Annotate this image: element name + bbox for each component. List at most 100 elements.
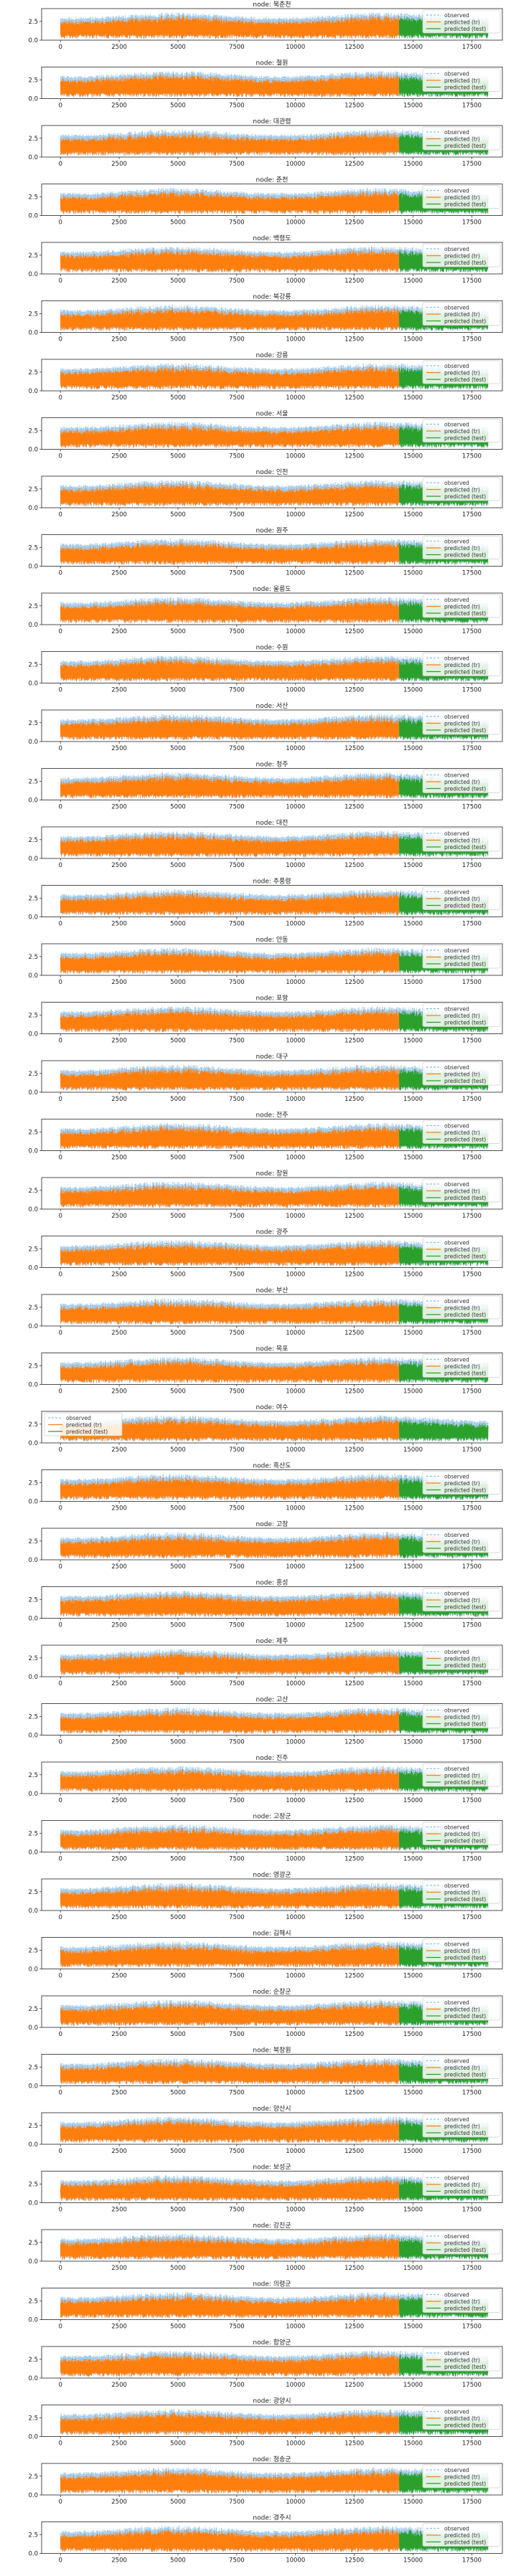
x-tick-label: 12500 [344,1973,364,1980]
plot-frame [41,417,503,450]
x-tick-label: 15000 [403,862,423,869]
y-tick-label: 2.5 [28,1538,38,1545]
subplot-title: node: 청주 [256,761,289,769]
x-tick-label: 12500 [344,1680,364,1687]
subplot: node: 백령도 0.0 2.5 0 2500 5000 7500 10000 12500 15… [28,234,503,285]
x-tick-label: 10000 [286,1914,305,1921]
subplot: node: 보성군 0.0 2.5 0 2500 5000 7500 10000 12500 15… [28,2164,503,2214]
plot-frame [41,1060,503,1093]
subplot-title: node: 보성군 [253,2164,291,2172]
legend-label: predicted (tr) [66,1421,102,1428]
x-tick-label: 15000 [403,336,423,344]
y-tick-label: 2.5 [28,2415,38,2422]
y-tick-label: 2.5 [28,1713,38,1720]
predicted-train-series-line [60,249,400,273]
plot-frame [41,1995,503,2028]
x-tick-label: 12500 [344,1739,364,1746]
legend-label: predicted (test) [444,1253,486,1259]
y-tick-label: 0.0 [28,1908,38,1915]
y-tick-label: 2.5 [28,1596,38,1604]
legend-label: observed [444,1473,469,1479]
x-tick-label: 15000 [403,2031,423,2038]
legend-label: observed [444,187,469,194]
legend-box [422,2055,501,2079]
x-tick-label: 10000 [286,1155,305,1162]
x-tick-label: 7500 [229,745,245,752]
x-tick-label: 2500 [111,44,127,51]
x-tick-label: 0 [58,628,62,635]
legend-label: predicted (tr) [444,1831,480,1837]
x-tick-label: 5000 [170,394,186,402]
x-tick-label: 10000 [286,921,305,928]
plot-frame [41,592,503,625]
x-tick-label: 10000 [286,453,305,460]
plot-frame [41,2463,503,2496]
y-tick-label: 0.0 [28,2317,38,2324]
legend-label: observed [444,2058,469,2064]
y-tick-label: 2.5 [28,77,38,84]
x-tick-label: 10000 [286,1680,305,1687]
y-tick-label: 0.0 [28,797,38,805]
x-tick-label: 15000 [403,1038,423,1045]
predicted-train-series-line [60,2002,400,2026]
legend-label: predicted (tr) [444,2006,480,2012]
x-tick-label: 17500 [462,2265,482,2272]
x-tick-label: 10000 [286,278,305,285]
x-tick-label: 7500 [229,1213,245,1220]
x-tick-label: 5000 [170,2265,186,2272]
predicted-test-series-line [398,1419,489,1441]
legend-label: predicted (test) [444,2071,486,2078]
x-tick-label: 5000 [170,1155,186,1162]
x-tick-label: 7500 [229,687,245,694]
legend-label: predicted (tr) [444,1304,480,1311]
x-tick-label: 10000 [286,2265,305,2272]
plot-frame [41,125,503,158]
plot-frame [41,242,503,275]
x-tick-label: 12500 [344,570,364,577]
x-tick-label: 17500 [462,1505,482,1512]
legend-box [422,1471,501,1495]
plot-frame [41,67,503,99]
x-tick-label: 7500 [229,2148,245,2155]
predicted-train-series-line [60,1184,400,1208]
plot-frame [41,1411,503,1444]
plot-frame [41,1294,503,1327]
y-tick-label: 2.5 [28,1129,38,1136]
y-tick-label: 2.5 [28,194,38,201]
y-tick-label: 0.0 [28,2434,38,2441]
legend-label: predicted (tr) [444,1597,480,1604]
legend-label: observed [444,597,469,603]
subplot: node: 안동 0.0 2.5 0 2500 5000 7500 10000 12500 150… [28,936,503,986]
legend-label: predicted (tr) [444,428,480,435]
x-tick-label: 2500 [111,1622,127,1629]
x-tick-label: 2500 [111,511,127,518]
x-tick-label: 10000 [286,394,305,402]
x-tick-label: 10000 [286,1739,305,1746]
x-tick-label: 0 [58,278,62,285]
legend-label: observed [444,304,469,311]
x-tick-label: 0 [58,2557,62,2565]
legend-label: observed [444,1707,469,1713]
x-tick-label: 15000 [403,1622,423,1629]
x-tick-label: 12500 [344,453,364,460]
legend-label: predicted (tr) [444,1363,480,1370]
x-tick-label: 10000 [286,2207,305,2214]
x-tick-label: 12500 [344,1096,364,1103]
x-tick-label: 2500 [111,453,127,460]
predicted-train-series-line [60,2528,400,2552]
x-tick-label: 0 [58,161,62,168]
legend-label: observed [444,1122,469,1129]
legend-label: predicted (test) [444,1662,486,1669]
legend-label: observed [444,480,469,486]
legend-box [422,2230,501,2255]
subplot-title: node: 함양군 [253,2339,291,2347]
x-tick-label: 0 [58,2265,62,2272]
subplot-title: node: 의령군 [253,2280,291,2288]
legend-box [422,770,501,793]
x-tick-label: 12500 [344,1388,364,1396]
y-tick-label: 0.0 [28,1674,38,1681]
